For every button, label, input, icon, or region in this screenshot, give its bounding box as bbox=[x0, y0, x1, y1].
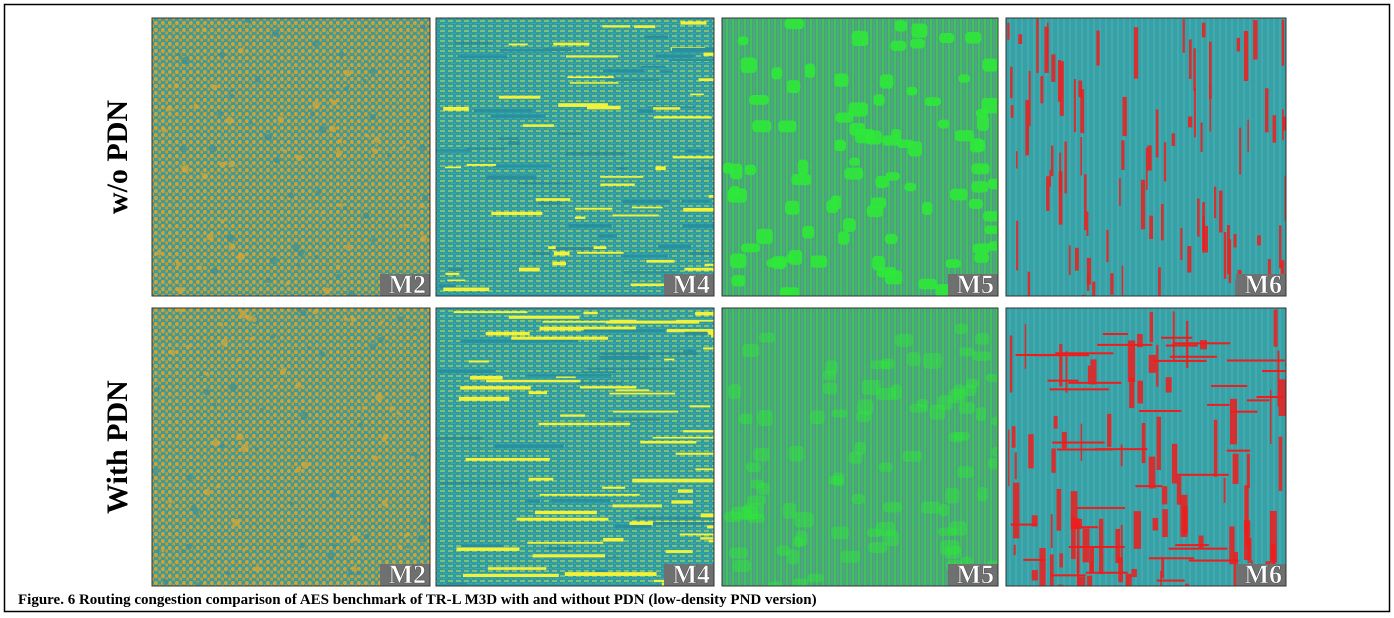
tile-label: M4 bbox=[672, 560, 710, 589]
layout-image bbox=[152, 17, 430, 297]
layout-image bbox=[436, 18, 762, 296]
layout-image bbox=[722, 308, 1012, 593]
layout-image bbox=[722, 18, 1017, 301]
layout-image bbox=[1006, 18, 1289, 351]
row-label: With PDN bbox=[101, 380, 134, 514]
tile-label: M2 bbox=[388, 270, 426, 299]
page: Figure. 6 Routing congestion comparison … bbox=[0, 0, 1394, 618]
figure: Figure. 6 Routing congestion comparison … bbox=[0, 0, 1394, 618]
tile-label: M5 bbox=[956, 560, 994, 589]
layout-image bbox=[152, 305, 430, 588]
caption: Figure. 6 Routing congestion comparison … bbox=[18, 592, 817, 608]
tile-label: M4 bbox=[672, 270, 710, 299]
tile-label: M6 bbox=[1244, 270, 1282, 299]
tile-label: M6 bbox=[1244, 560, 1282, 589]
tile-label: M5 bbox=[956, 270, 994, 299]
tile-label: M2 bbox=[388, 560, 426, 589]
row-label: w/o PDN bbox=[101, 100, 134, 214]
